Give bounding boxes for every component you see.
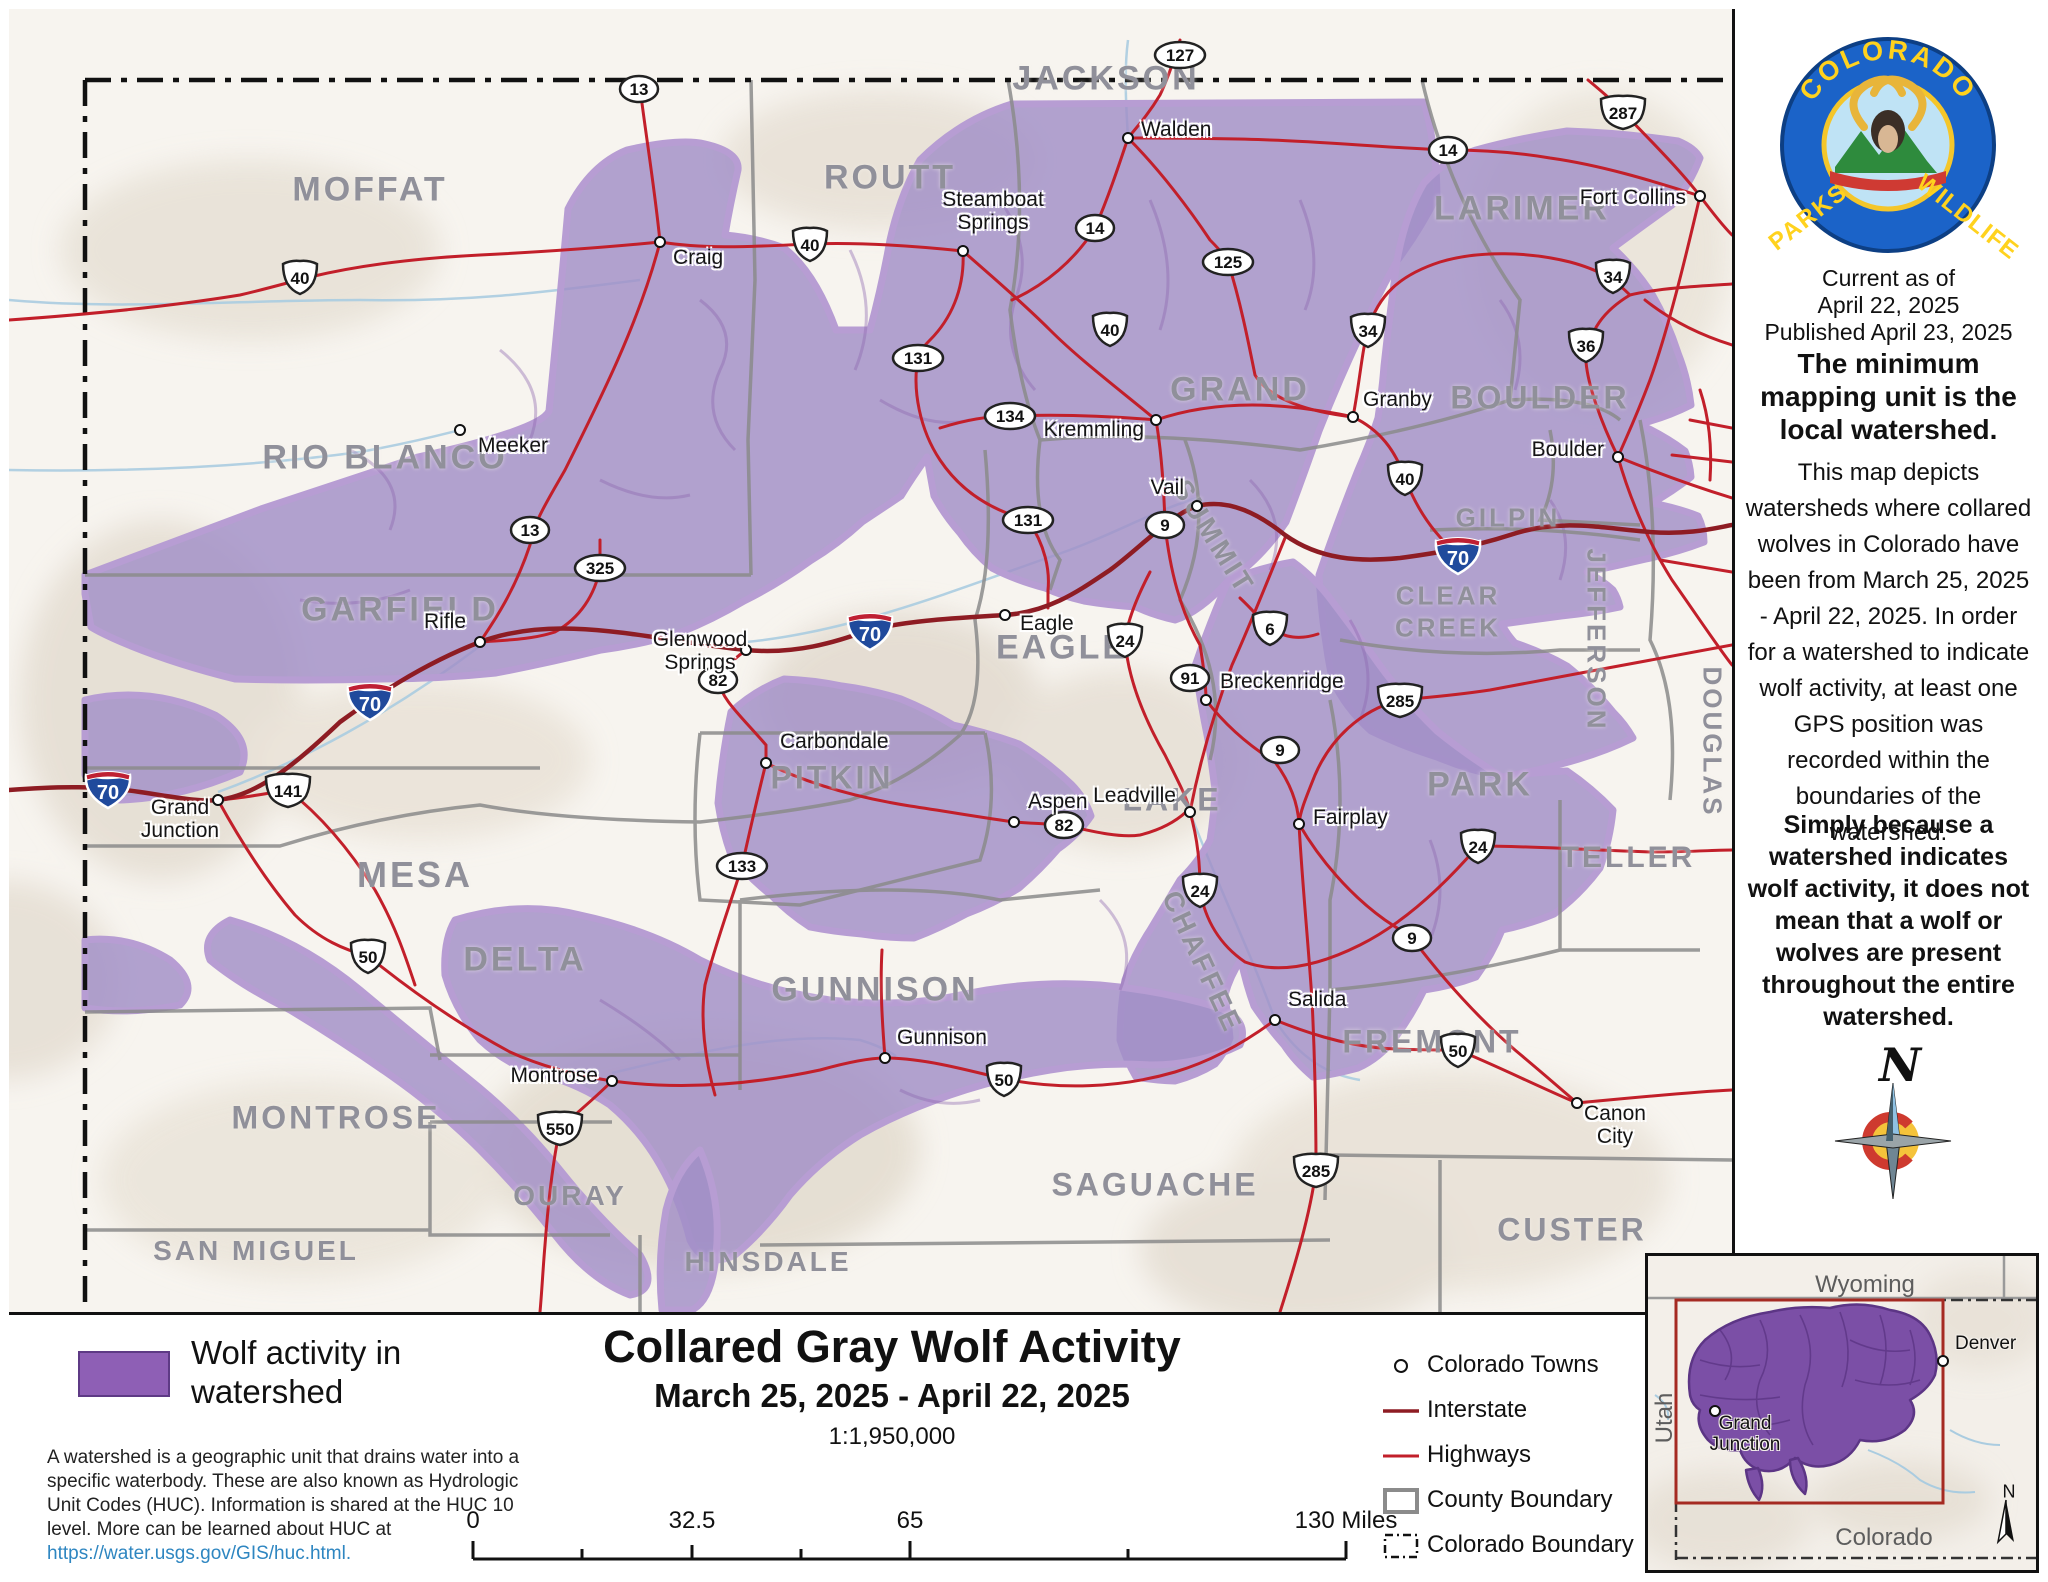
- town-label: Denver: [1955, 1333, 2017, 1354]
- highways: [9, 38, 1732, 1312]
- town-label: Grand: [1718, 1413, 1772, 1434]
- map-description: This map depicts watersheds where collar…: [1745, 459, 2032, 846]
- huc-link[interactable]: https://water.usgs.gov/GIS/huc.html.: [47, 1543, 352, 1564]
- scale-tick-label: 32.5: [668, 1507, 716, 1534]
- watershed-swatch-label: Wolf activity in watershed: [191, 1334, 402, 1410]
- legend-label: Colorado Boundary: [1427, 1531, 1634, 1558]
- current-as-of: Current as of: [1822, 265, 1955, 291]
- legend-label: County Boundary: [1427, 1486, 1613, 1513]
- disclaimer-note: Simply because a watershed indicates wol…: [1747, 811, 2030, 1031]
- map-canvas: [9, 38, 1732, 1312]
- legend-row: Colorado Boundary: [1381, 1531, 1711, 1561]
- mapping-unit-heading: The minimum mapping unit is the local wa…: [1760, 348, 2017, 445]
- interstate-symbol-icon: [1383, 1409, 1419, 1413]
- inset-colorado-label: Colorado: [1835, 1524, 1933, 1551]
- current-date: April 22, 2025: [1817, 292, 1960, 318]
- county-boundary-symbol-icon: [1383, 1488, 1419, 1514]
- legend-row: Highways: [1381, 1441, 1711, 1471]
- published-date: Published April 23, 2025: [1764, 319, 2013, 345]
- inset-north-label: N: [2002, 1481, 2016, 1502]
- county-boundaries: [84, 79, 1732, 1312]
- svg-text:N: N: [1877, 1039, 1923, 1092]
- inset-utah-label: Utah: [1651, 1392, 1678, 1444]
- scale-tick-label: 130 Miles: [1294, 1507, 1398, 1534]
- locator-inset: Wyoming Utah Colorado N Denver Grand Junct…: [1645, 1253, 2039, 1573]
- map-date-range: March 25, 2025 - April 22, 2025: [654, 1377, 1130, 1414]
- map-scale: 1:1,950,000: [828, 1423, 956, 1450]
- inset-wyoming-label: Wyoming: [1815, 1271, 1915, 1298]
- state-boundary: [82, 77, 1732, 1312]
- highway-symbol-icon: [1383, 1454, 1419, 1458]
- extent-rectangle: [1674, 1298, 1945, 1505]
- legend-row: Colorado Towns: [1381, 1351, 1711, 1381]
- inset-canvas: [1648, 1256, 2036, 1570]
- sidebar: COLORADO PARKS WILDLIFE Current as of Ap…: [1732, 9, 2039, 1312]
- legend-footer: Wolf activity in watershed A watershed i…: [9, 1312, 1732, 1573]
- map-title: Collared Gray Wolf Activity: [603, 1321, 1181, 1372]
- town-label: Junction: [1709, 1434, 1781, 1455]
- legend-row: Interstate: [1381, 1396, 1711, 1426]
- town-symbol-icon: [1394, 1359, 1408, 1373]
- huc-description: A watershed is a geographic unit that dr…: [47, 1447, 520, 1564]
- currency-note: Current as of April 22, 2025 Published A…: [1745, 265, 2032, 346]
- scale-tick-label: 65: [896, 1507, 924, 1534]
- cpw-logo: COLORADO PARKS WILDLIFE: [1764, 34, 2024, 265]
- watershed-swatch: [78, 1351, 170, 1397]
- legend-row: County Boundary: [1381, 1486, 1711, 1516]
- scale-tick-label: 0: [466, 1507, 480, 1534]
- inset-north-arrow: [1996, 1499, 2014, 1545]
- town-dot: [1709, 1405, 1721, 1417]
- legend-label: Colorado Towns: [1427, 1351, 1599, 1378]
- legend-label: Interstate: [1427, 1396, 1528, 1423]
- compass-rose: N: [1834, 1039, 1952, 1200]
- legend-label: Highways: [1427, 1441, 1532, 1468]
- main-map: MOFFAT ROUTT JACKSON LARIMER RIO BLANCO GRAND…: [9, 9, 1732, 1312]
- state-boundary-symbol-icon: [1383, 1533, 1419, 1559]
- town-dot: [1937, 1355, 1949, 1367]
